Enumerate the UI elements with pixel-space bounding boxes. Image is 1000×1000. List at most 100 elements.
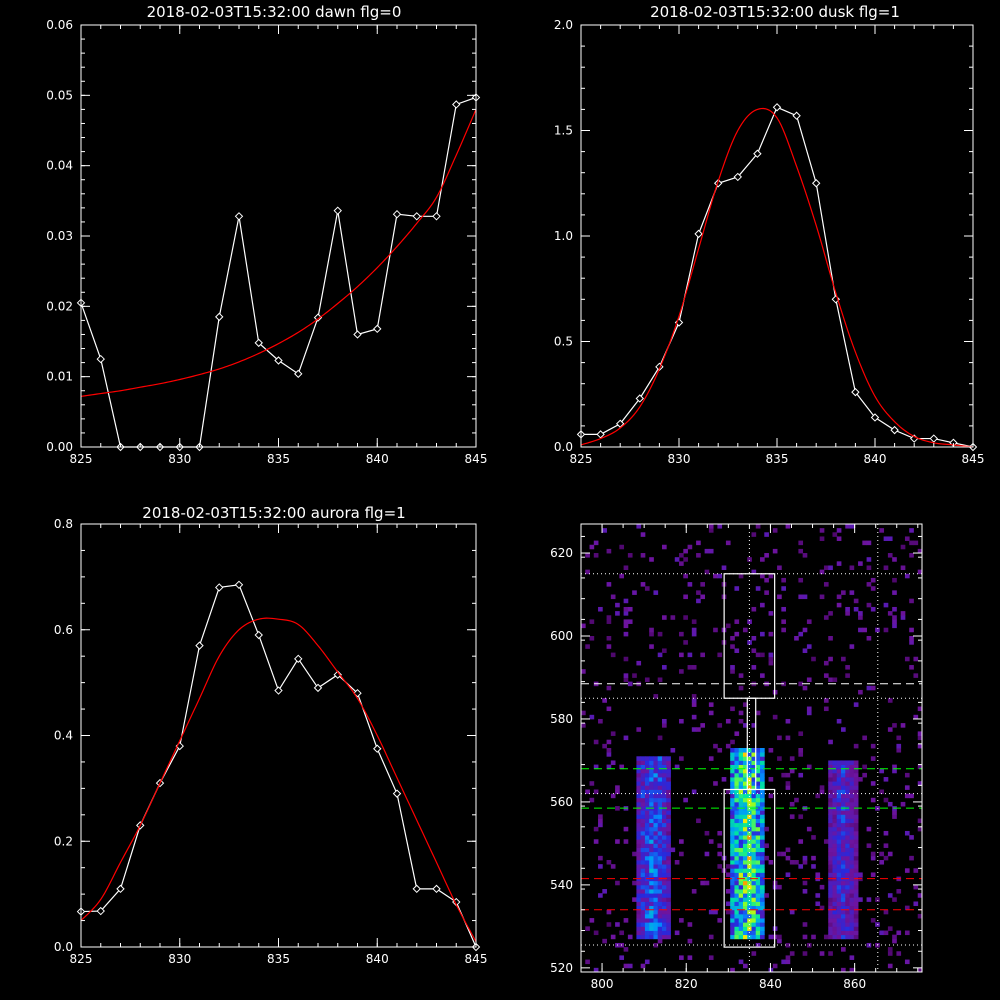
heatmap-cell [845, 822, 850, 828]
heatmap-cell [777, 934, 782, 940]
heatmap-cell [636, 785, 642, 790]
heatmap-cell [730, 826, 735, 832]
heatmap-cell [730, 880, 735, 886]
heatmap-cell [832, 777, 838, 782]
heatmap-cell [845, 918, 850, 923]
heatmap-cell [760, 797, 765, 803]
heatmap-cell [742, 897, 748, 902]
heatmap-cell [708, 934, 714, 940]
dusk-xtick-label: 840 [864, 452, 887, 466]
heatmap-cell [653, 926, 659, 931]
heatmap-cell [666, 880, 671, 886]
heatmap-cell [751, 872, 757, 877]
heatmap-cell [657, 930, 663, 936]
heatmap-cell [772, 548, 778, 554]
heatmap-cell [730, 789, 735, 795]
heatmap-cell [841, 830, 846, 836]
heatmap-cell [849, 590, 855, 595]
heatmap-cell [849, 889, 855, 894]
heatmap-cell [615, 880, 620, 886]
heatmap-cell [819, 905, 825, 911]
aurora-xtick-label: 825 [70, 952, 93, 966]
heatmap-cell [832, 889, 838, 894]
heatmap-cell [640, 582, 646, 587]
heatmap-cell [657, 797, 663, 803]
heatmap-cell [789, 951, 795, 956]
heatmap-cell [828, 951, 833, 956]
heatmap-cell [751, 893, 757, 898]
heatmap-cell [734, 860, 740, 865]
dusk-data-point [694, 229, 703, 239]
heatmap-cell [755, 926, 761, 931]
heatmap-cell [661, 893, 667, 898]
dawn-frame [80, 24, 477, 448]
heatmap-cell [841, 772, 846, 778]
heatmap-cell [738, 868, 744, 873]
heatmap-cell [755, 889, 761, 894]
heatmap-cell [661, 926, 667, 931]
heatmap-cell [653, 918, 659, 923]
heatmap-cell [649, 810, 654, 815]
heatmap-cell [751, 880, 757, 886]
heatmap-cell [777, 735, 782, 741]
heatmap-cell [649, 793, 654, 799]
heatmap-cell [657, 735, 663, 741]
dawn-ytick-label: 0.03 [46, 229, 73, 243]
heatmap-cell [853, 905, 859, 911]
heatmap-cell [832, 897, 838, 902]
heatmap-cell [836, 905, 842, 911]
heatmap-cell [841, 781, 846, 786]
heatmap-cell [904, 830, 910, 836]
heatmap-cell [755, 893, 761, 898]
heatmap-cell [623, 656, 629, 662]
heatmap-cell [606, 636, 612, 641]
heatmap-cell [802, 855, 808, 861]
heatmap-cell [691, 631, 697, 637]
heatmap-cell [653, 889, 659, 894]
heatmap-cell [708, 909, 714, 915]
heatmap-cell [691, 698, 697, 703]
heatmap-cell [836, 872, 842, 877]
heatmap-cell [640, 868, 646, 873]
heatmap-cell [734, 843, 740, 848]
heatmap-cell [841, 913, 846, 919]
heatmap-cell [862, 735, 867, 741]
heatmap-cell [755, 814, 761, 819]
aurora-ytick-label: 0.6 [54, 623, 73, 637]
heatmap-cell [785, 735, 791, 741]
heatmap-cell [653, 909, 659, 915]
heatmap-cell [909, 627, 914, 633]
heatmap-cell [730, 739, 735, 745]
heatmap-cell [836, 536, 842, 541]
heatmap-cell [858, 561, 863, 566]
heatmap-cell [640, 860, 646, 865]
heatmap-cell [853, 893, 859, 898]
heatmap-cell [853, 801, 859, 807]
heatmap-cell [785, 855, 791, 861]
heatmap-cell [832, 814, 838, 819]
heatmap-cell [836, 884, 842, 890]
heatmap-cell [742, 702, 748, 707]
heatmap-cell [636, 764, 642, 770]
heatmap-cell [755, 772, 761, 778]
aurora-xtick-label: 835 [267, 952, 290, 966]
heatmap-cell [845, 934, 850, 940]
heatmap-cell [849, 777, 855, 782]
heatmap-cell [798, 752, 804, 757]
heatmap-cell [653, 839, 659, 844]
heatmap-cell [657, 768, 663, 774]
heatmap-cell [725, 743, 731, 749]
dawn-data-line [80, 96, 477, 448]
heatmap-cell [747, 901, 752, 907]
heatmap-cell [657, 631, 663, 637]
heatmap-cell [661, 897, 667, 902]
heatmap-cell [917, 569, 923, 575]
heatmap-cell [845, 818, 850, 824]
heatmap-cell [832, 843, 838, 848]
heatmap-cell [708, 710, 714, 716]
heatmap-cell [755, 781, 761, 786]
heatmap-cell [666, 797, 671, 803]
heatmap-cell [853, 785, 859, 790]
heatmap-cell [640, 830, 646, 836]
aurora-data-point [116, 884, 125, 894]
